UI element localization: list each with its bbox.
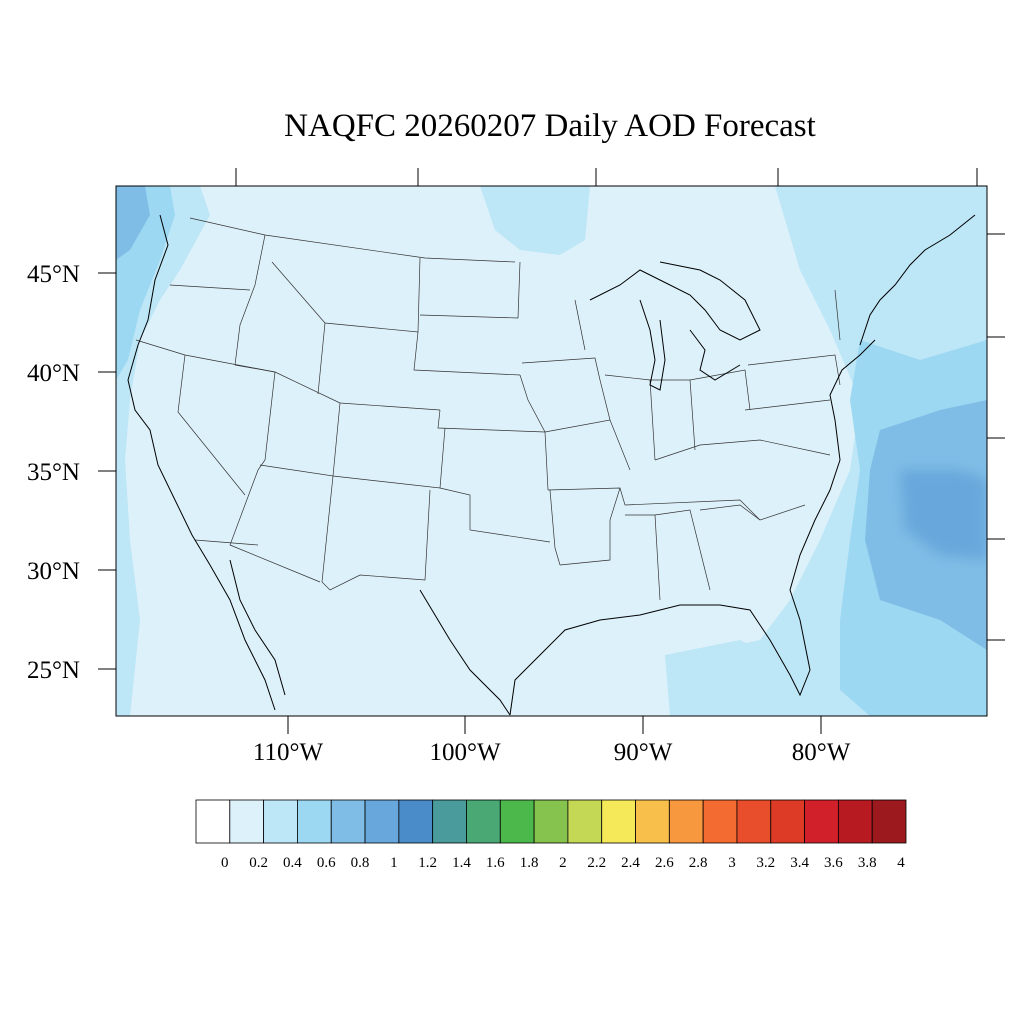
- colorbar-swatch: [432, 799, 467, 844]
- aod-contour-fill: [116, 186, 987, 716]
- colorbar-swatch: [668, 799, 704, 844]
- colorbar-tick-label: 2.8: [689, 855, 708, 871]
- colorbar-swatch: [770, 799, 805, 844]
- colorbar-tick-label: 2.6: [655, 855, 674, 871]
- colorbar-tick-label: 1.6: [486, 855, 505, 871]
- state-boundaries: [135, 217, 841, 601]
- colorbar-tick-label: 3.8: [858, 855, 877, 871]
- colorbar-tick-label: 0: [221, 855, 229, 871]
- lon-label-110w: 110°W: [253, 739, 324, 766]
- colorbar-swatch: [533, 799, 569, 844]
- colorbar: [195, 799, 907, 844]
- lat-label-40: 40°N: [27, 360, 80, 387]
- colorbar-tick-label: 0.4: [283, 855, 302, 871]
- colorbar-swatch: [263, 799, 298, 844]
- right-ticks: [987, 233, 1005, 641]
- colorbar-tick-label: 3: [728, 855, 736, 871]
- colorbar-tick-label: 2: [559, 855, 567, 871]
- colorbar-swatch: [398, 799, 434, 844]
- colorbar-tick-label: 2.4: [621, 855, 640, 871]
- lon-label-90w: 90°W: [614, 739, 673, 766]
- colorbar-tick-label: 1.2: [418, 855, 437, 871]
- plot-frame: [115, 185, 988, 717]
- map-title: NAQFC 20260207 Daily AOD Forecast: [284, 108, 816, 144]
- colorbar-swatch: [736, 799, 772, 844]
- colorbar-swatch: [466, 799, 501, 844]
- colorbar-tick-label: 3.4: [790, 855, 809, 871]
- colorbar-tick-label: 4: [897, 855, 905, 871]
- colorbar-swatch: [364, 799, 400, 844]
- lat-label-25: 25°N: [27, 657, 80, 684]
- colorbar-swatch: [330, 799, 366, 844]
- colorbar-tick-label: 0.6: [317, 855, 336, 871]
- bottom-ticks: [287, 716, 822, 734]
- colorbar-swatch: [635, 799, 670, 844]
- lon-label-100w: 100°W: [429, 739, 500, 766]
- longitude-labels: 110°W 100°W 90°W 80°W: [253, 739, 851, 766]
- colorbar-tick-label: 3.6: [824, 855, 843, 871]
- top-ticks: [235, 168, 978, 186]
- colorbar-swatch: [601, 799, 636, 844]
- colorbar-tick-label: 1: [390, 855, 398, 871]
- coastlines: [127, 214, 976, 716]
- lat-label-30: 30°N: [27, 558, 80, 585]
- colorbar-swatch: [837, 799, 873, 844]
- colorbar-swatch: [804, 799, 839, 844]
- colorbar-tick-label: 0.8: [351, 855, 370, 871]
- colorbar-labels: 0 0.2 0.4 0.6 0.8 1 1.2 1.4 1.6 1.8 2 2.2 2.4 2.6 2.8 3…: [221, 855, 905, 871]
- colorbar-tick-label: 3.2: [756, 855, 775, 871]
- colorbar-swatch: [229, 799, 265, 844]
- lat-label-35: 35°N: [27, 459, 80, 486]
- left-ticks: [98, 272, 116, 670]
- colorbar-swatch: [499, 799, 535, 844]
- colorbar-swatch: [871, 799, 907, 844]
- lon-label-80w: 80°W: [792, 739, 851, 766]
- colorbar-tick-label: 2.2: [587, 855, 606, 871]
- colorbar-swatch: [567, 799, 603, 844]
- colorbar-tick-label: 0.2: [249, 855, 268, 871]
- colorbar-swatch: [195, 799, 231, 844]
- colorbar-swatch: [297, 799, 332, 844]
- colorbar-swatch: [702, 799, 738, 844]
- lat-label-45: 45°N: [27, 261, 80, 288]
- colorbar-tick-label: 1.4: [452, 855, 471, 871]
- latitude-labels: 45°N 40°N 35°N 30°N 25°N: [27, 261, 80, 684]
- colorbar-tick-label: 1.8: [520, 855, 539, 871]
